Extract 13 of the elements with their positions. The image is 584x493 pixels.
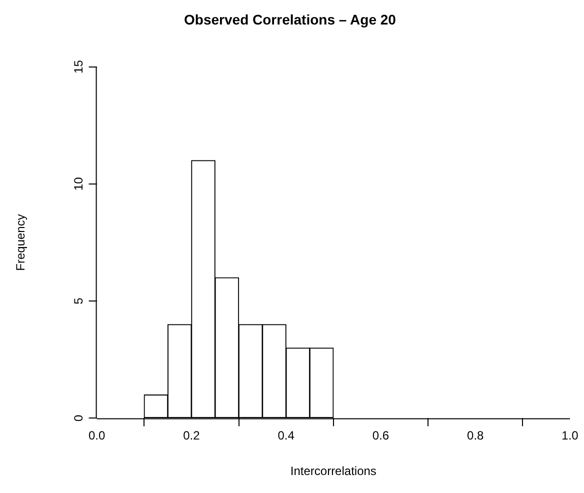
x-tick-label: 0.8: [467, 428, 484, 443]
x-tick-label: 0.0: [88, 428, 106, 443]
x-tick-label: 0.6: [372, 428, 390, 443]
y-tick-label: 5: [71, 297, 86, 304]
x-tick-label: 1.0: [562, 428, 579, 443]
chart-title: Observed Correlations – Age 20: [184, 11, 396, 28]
y-tick-label: 0: [71, 414, 86, 422]
x-axis-title: Intercorrelations: [290, 464, 376, 478]
y-tick-label: 15: [71, 60, 86, 74]
y-tick-label: 10: [71, 176, 86, 191]
x-tick-label: 0.4: [278, 428, 295, 443]
y-axis-title: Frequency: [14, 214, 28, 271]
x-tick-label: 0.2: [183, 428, 200, 443]
